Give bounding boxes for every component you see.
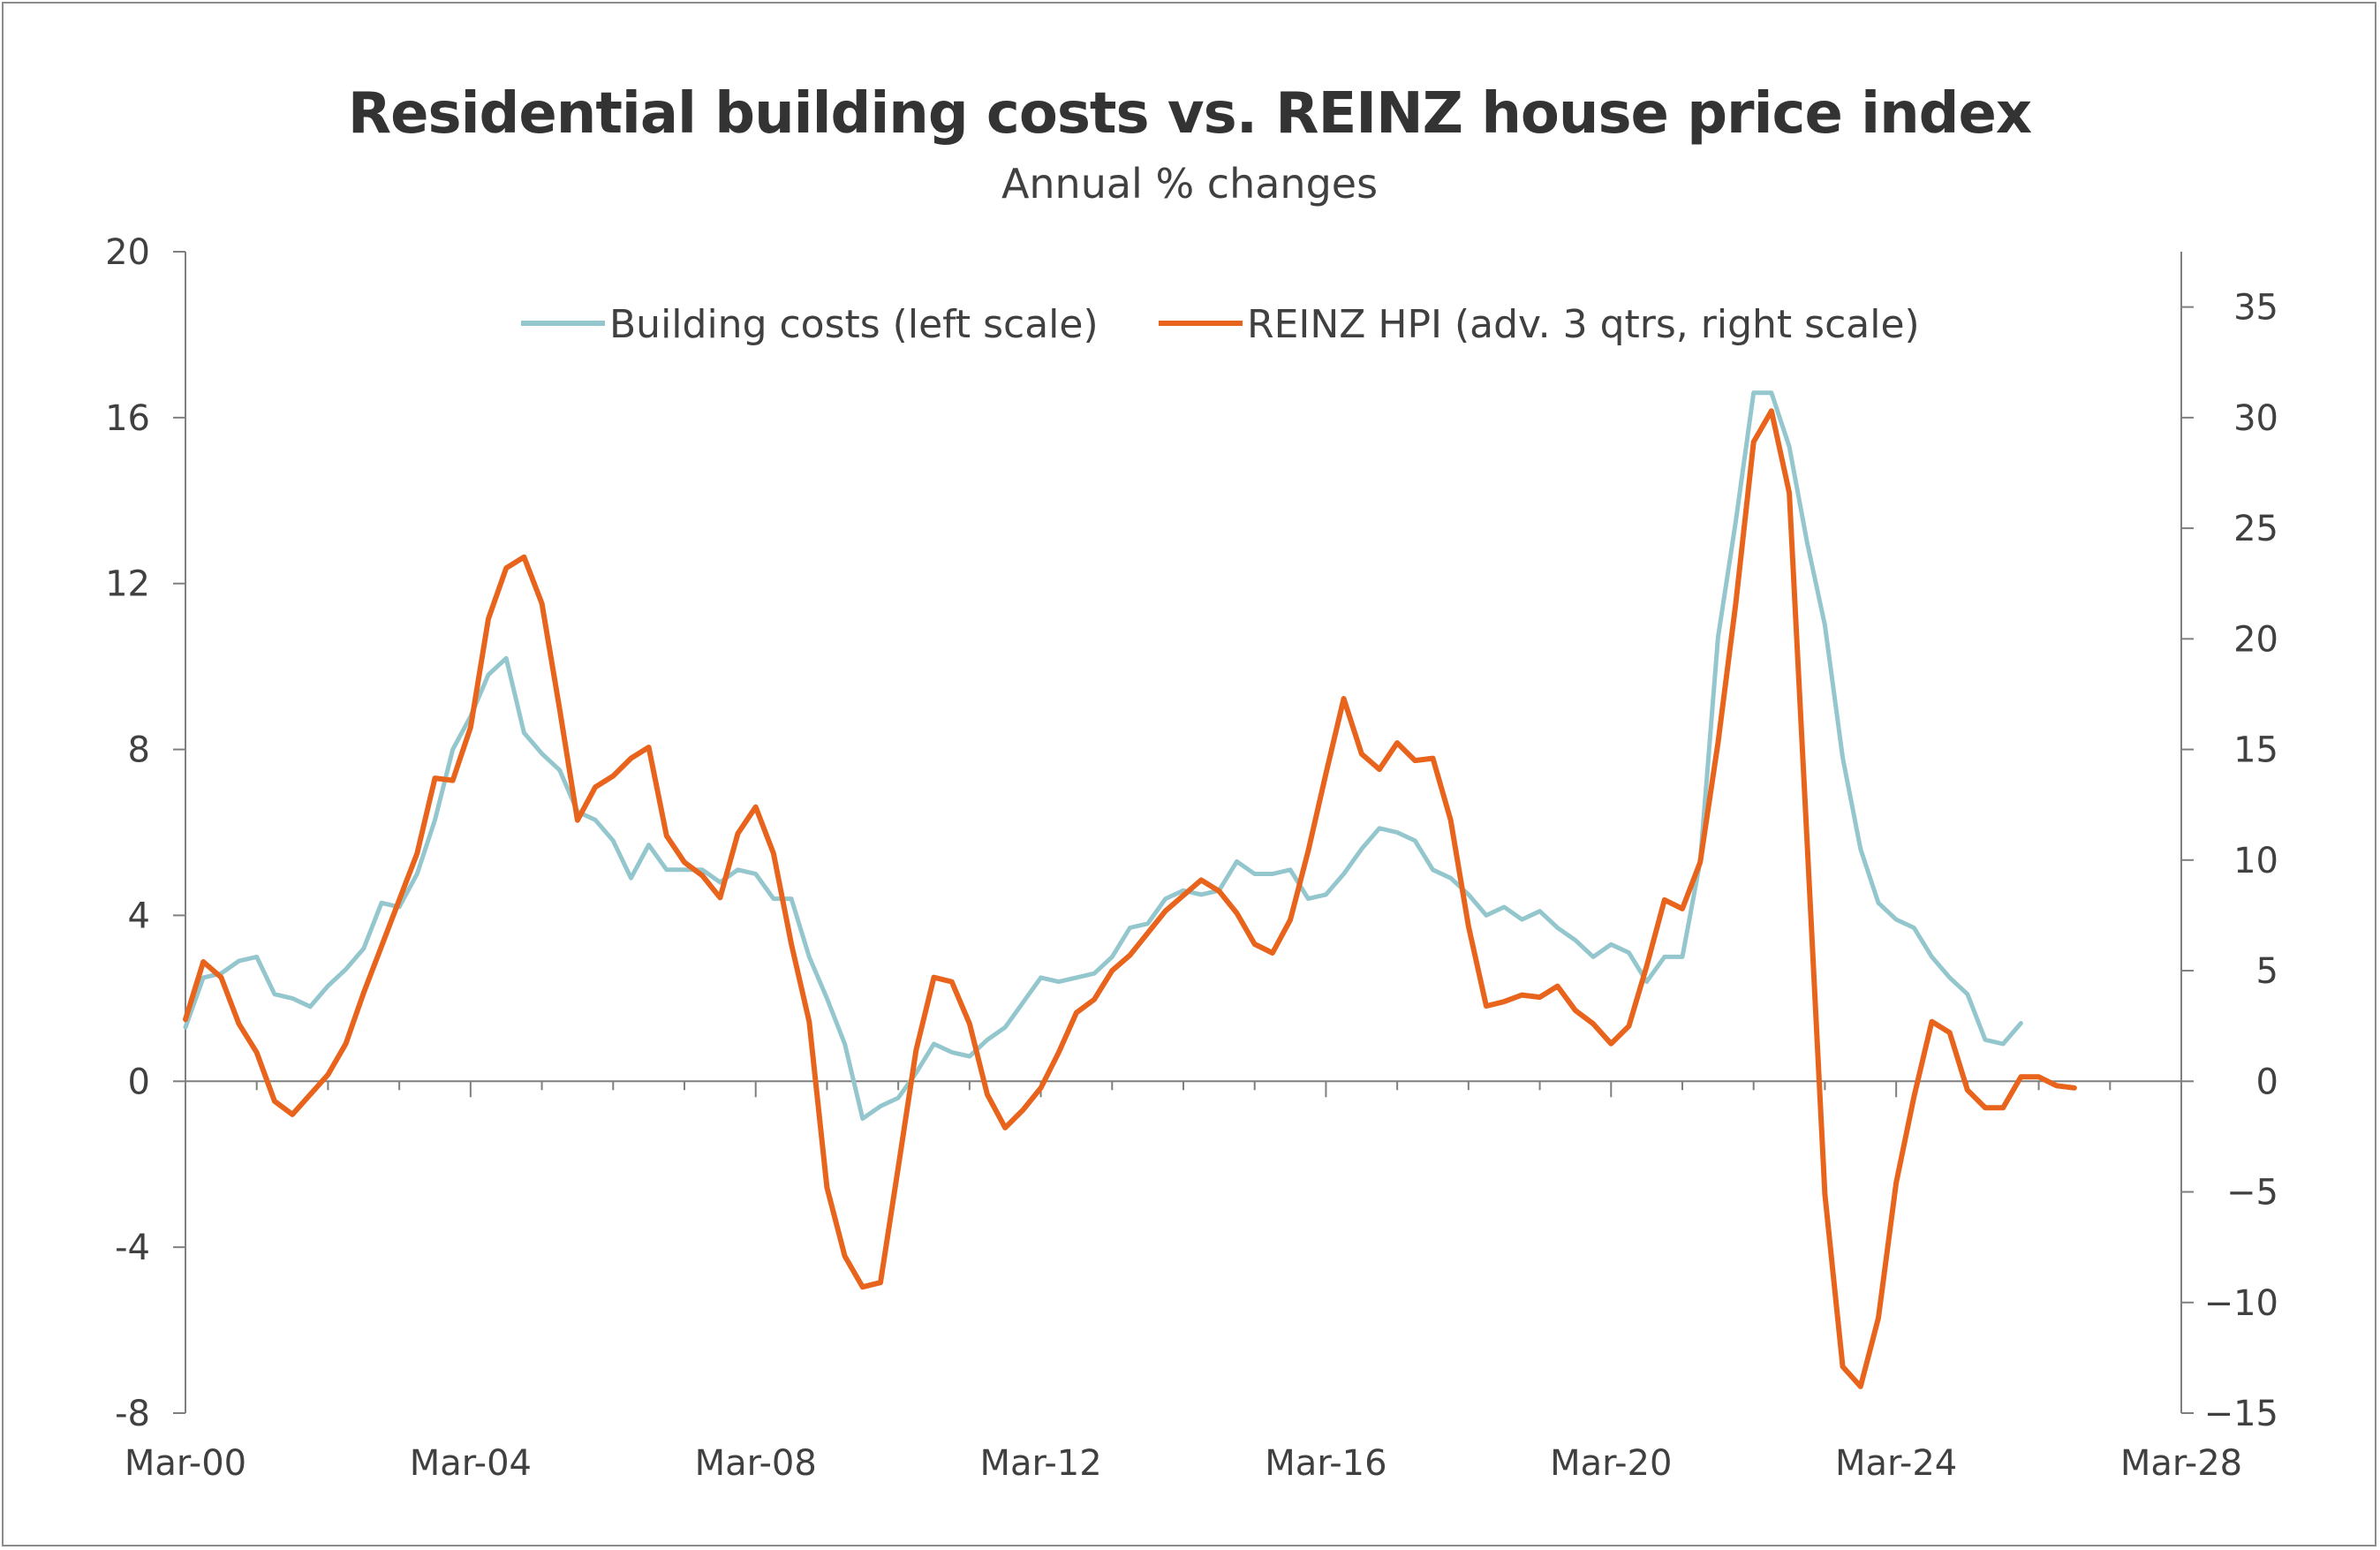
- right-axis-tick-label: 5: [2256, 951, 2278, 992]
- legend: Building costs (left scale) REINZ HPI (a…: [521, 302, 1920, 347]
- series-line-reinz-hpi: [183, 408, 2077, 1389]
- chart-title: Residential building costs vs. REINZ hou…: [348, 81, 2032, 147]
- x-axis-tick-label: Mar-00: [125, 1443, 246, 1484]
- left-axis-tick-label: -4: [115, 1228, 150, 1268]
- right-axis-tick-label: 35: [2233, 288, 2278, 329]
- series-line-building-costs: [183, 390, 2023, 1122]
- chart-subtitle: Annual % changes: [1001, 160, 1378, 208]
- left-axis-tick-label: 12: [105, 564, 150, 605]
- legend-label-building-costs: Building costs (left scale): [609, 302, 1099, 347]
- right-axis-tick-label: −10: [2204, 1283, 2278, 1324]
- x-axis-tick-label: Mar-16: [1265, 1443, 1386, 1484]
- left-axis-tick-label: 4: [128, 896, 150, 936]
- x-axis-tick-label: Mar-20: [1550, 1443, 1672, 1484]
- left-axis-tick-label: 20: [105, 232, 150, 273]
- x-axis-tick-label: Mar-04: [410, 1443, 532, 1484]
- legend-label-reinz-hpi: REINZ HPI (adv. 3 qtrs, right scale): [1247, 302, 1920, 347]
- right-axis-tick-label: 25: [2233, 509, 2278, 549]
- right-axis-tick-label: −15: [2204, 1394, 2278, 1434]
- right-axis-tick-label: 20: [2233, 619, 2278, 660]
- right-axis-tick-label: 15: [2233, 730, 2278, 771]
- right-axis-tick-label: 0: [2256, 1062, 2278, 1102]
- right-axis-tick-label: 10: [2233, 841, 2278, 881]
- x-axis-tick-label: Mar-28: [2120, 1443, 2242, 1484]
- right-axis-tick-label: 30: [2233, 398, 2278, 439]
- tick-labels-group: 20 16 12 8 4 0 -4 -8 35 30 25 20 15 10 5 0 −5 −10 −15 Mar-0…: [105, 232, 2278, 1484]
- left-axis-tick-label: 16: [105, 398, 150, 439]
- series-group: [183, 390, 2077, 1389]
- left-axis-tick-label: 8: [128, 730, 150, 771]
- right-axis-tick-label: −5: [2226, 1173, 2278, 1214]
- left-axis-tick-label: 0: [128, 1062, 150, 1102]
- left-axis-tick-label: -8: [115, 1394, 150, 1434]
- x-axis-tick-label: Mar-12: [979, 1443, 1101, 1484]
- x-axis-tick-label: Mar-24: [1835, 1443, 1957, 1484]
- x-axis-tick-label: Mar-08: [695, 1443, 817, 1484]
